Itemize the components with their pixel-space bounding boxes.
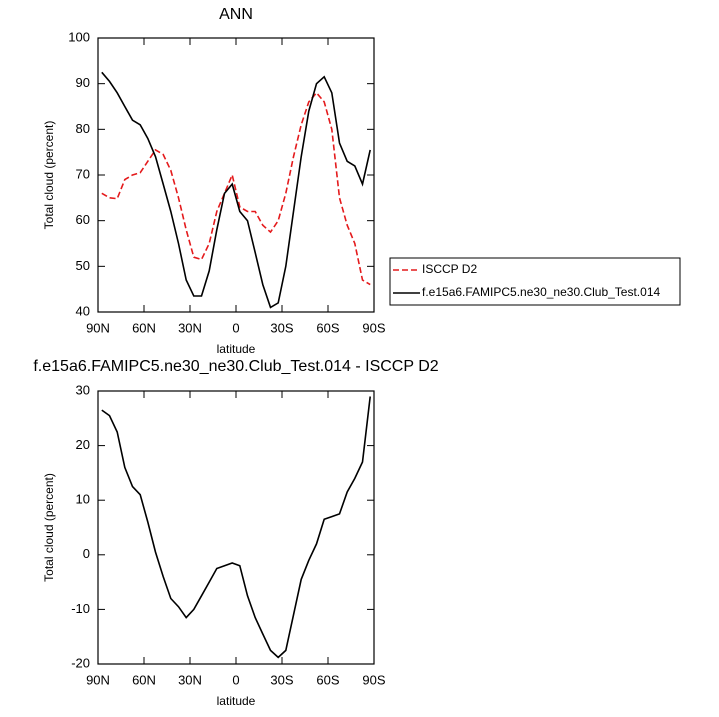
y-tick-label: 80 bbox=[76, 121, 90, 136]
series-line bbox=[101, 91, 371, 286]
x-tick-label: 30N bbox=[178, 672, 202, 687]
x-tick-label: 30N bbox=[178, 320, 202, 335]
x-tick-label: 0 bbox=[232, 320, 239, 335]
y-axis-label: Total cloud (percent) bbox=[42, 121, 56, 230]
y-tick-label: -10 bbox=[71, 601, 90, 616]
x-tick-label: 60N bbox=[132, 672, 156, 687]
legend-box bbox=[389, 257, 681, 306]
y-tick-label: 70 bbox=[76, 166, 90, 181]
x-tick-label: 60S bbox=[316, 672, 339, 687]
y-tick-label: 20 bbox=[76, 437, 90, 452]
y-tick-label: 0 bbox=[83, 546, 90, 561]
x-tick-label: 90N bbox=[86, 320, 110, 335]
y-tick-label: 10 bbox=[76, 492, 90, 507]
series-line bbox=[101, 71, 371, 309]
x-tick-label: 90N bbox=[86, 672, 110, 687]
plot-frame bbox=[97, 390, 375, 665]
y-axis-label: Total cloud (percent) bbox=[42, 473, 56, 582]
x-tick-label: 90S bbox=[362, 672, 385, 687]
x-axis-label: latitude bbox=[217, 694, 256, 708]
y-tick-label: -20 bbox=[71, 655, 90, 670]
x-tick-label: 30S bbox=[270, 672, 293, 687]
legend-label: ISCCP D2 bbox=[422, 262, 477, 276]
legend: ISCCP D2 f.e15a6.FAMIPC5.ne30_ne30.Club_T… bbox=[389, 257, 681, 306]
plot-frame bbox=[97, 37, 375, 313]
legend-label: f.e15a6.FAMIPC5.ne30_ne30.Club_Test.014 bbox=[422, 285, 660, 299]
series-line bbox=[101, 396, 371, 659]
y-tick-label: 30 bbox=[76, 382, 90, 397]
y-tick-label: 60 bbox=[76, 212, 90, 227]
x-axis-label: latitude bbox=[217, 342, 256, 356]
x-tick-label: 60N bbox=[132, 320, 156, 335]
y-tick-label: 100 bbox=[68, 29, 90, 44]
x-tick-label: 30S bbox=[270, 320, 293, 335]
x-tick-label: 90S bbox=[362, 320, 385, 335]
y-tick-label: 40 bbox=[76, 303, 90, 318]
chart-title: ANN bbox=[219, 6, 253, 23]
y-tick-label: 90 bbox=[76, 75, 90, 90]
chart-title: f.e15a6.FAMIPC5.ne30_ne30.Club_Test.014 … bbox=[33, 358, 438, 375]
x-tick-label: 60S bbox=[316, 320, 339, 335]
x-tick-label: 0 bbox=[232, 672, 239, 687]
y-tick-label: 50 bbox=[76, 258, 90, 273]
